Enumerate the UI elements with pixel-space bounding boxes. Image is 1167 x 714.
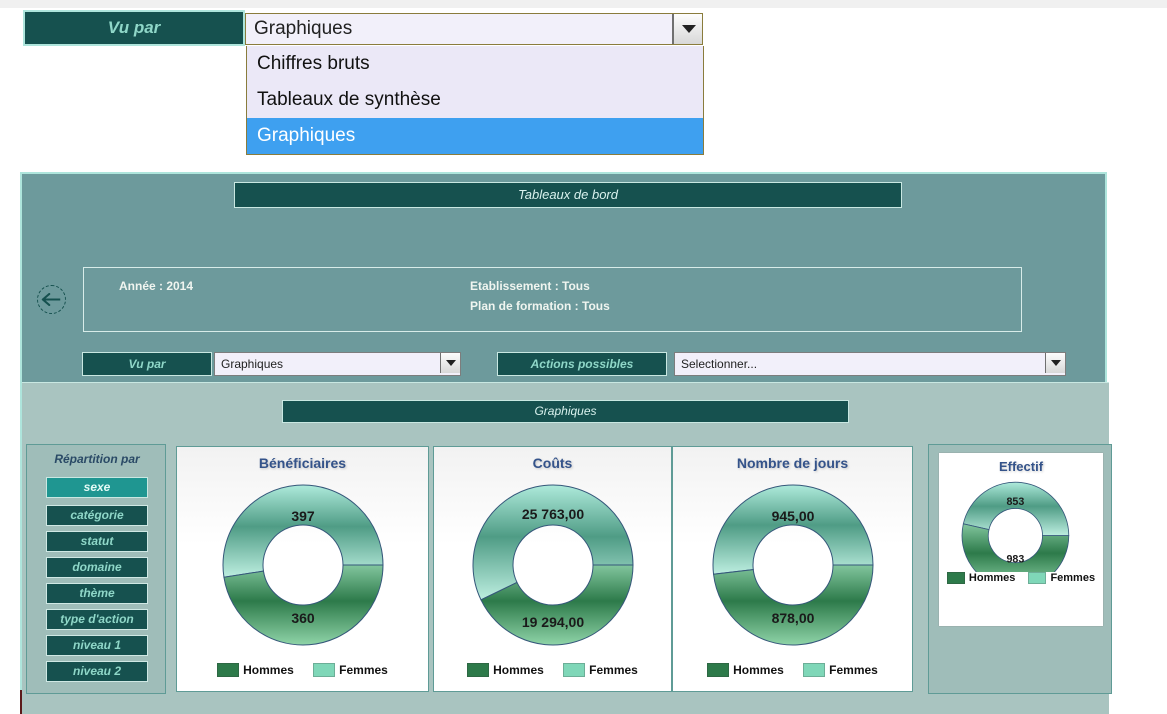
svg-text:19 294,00: 19 294,00 — [521, 614, 583, 630]
svg-text:853: 853 — [1007, 496, 1025, 508]
svg-text:25 763,00: 25 763,00 — [521, 506, 583, 522]
svg-text:397: 397 — [291, 508, 315, 524]
svg-text:945,00: 945,00 — [771, 508, 814, 524]
svg-text:878,00: 878,00 — [771, 610, 814, 626]
svg-text:983: 983 — [1007, 554, 1025, 566]
svg-text:360: 360 — [291, 610, 315, 626]
